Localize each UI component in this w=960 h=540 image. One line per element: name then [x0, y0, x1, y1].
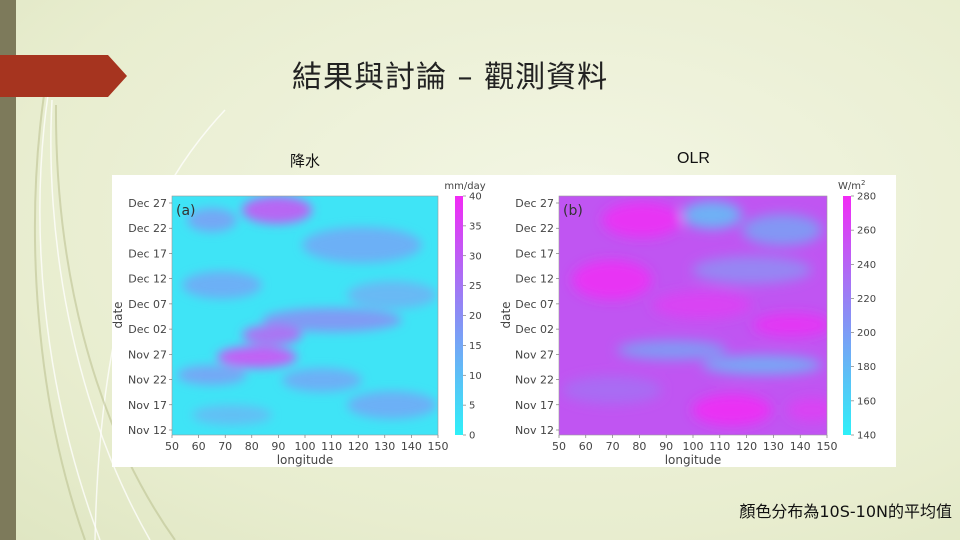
- x-tick-label: 70: [218, 440, 232, 453]
- x-tick-label: 150: [428, 440, 449, 453]
- colorbar-tick-label: 180: [857, 362, 876, 373]
- y-tick-label: Nov 27: [128, 348, 167, 361]
- colorbar-tick-label: 0: [469, 431, 475, 442]
- y-tick-label: Dec 27: [128, 197, 167, 210]
- colorbar-tick-label: 160: [857, 396, 876, 407]
- x-tick-label: 140: [790, 440, 811, 453]
- y-tick-label: Nov 12: [128, 424, 167, 437]
- x-tick-label: 110: [709, 440, 730, 453]
- x-tick-label: 100: [295, 440, 316, 453]
- y-tick-label: Dec 17: [128, 247, 167, 260]
- y-tick-label: Dec 12: [515, 273, 554, 286]
- x-tick-label: 60: [192, 440, 206, 453]
- x-tick-label: 80: [245, 440, 259, 453]
- x-tick-label: 50: [165, 440, 179, 453]
- x-tick-label: 60: [579, 440, 593, 453]
- colorbar-a: [455, 196, 463, 435]
- x-tick-label: 50: [552, 440, 566, 453]
- colorbar-tick-label: 35: [469, 221, 482, 232]
- y-tick-label: Nov 17: [515, 399, 554, 412]
- y-tick-label: Dec 02: [128, 323, 167, 336]
- colorbar-unit-b-sup: 2: [861, 179, 865, 187]
- x-tick-label: 150: [817, 440, 838, 453]
- colorbar-tick-label: 15: [469, 341, 482, 352]
- xlabel-b: longitude: [665, 453, 722, 467]
- x-tick-label: 110: [321, 440, 342, 453]
- olr-label: OLR: [677, 150, 710, 168]
- x-tick-label: 70: [606, 440, 620, 453]
- colorbar-tick-label: 280: [857, 192, 876, 203]
- precip-label: 降水: [290, 150, 320, 171]
- x-tick-label: 130: [374, 440, 395, 453]
- y-tick-label: Nov 12: [515, 424, 554, 437]
- panel-label-a: (a): [176, 203, 196, 219]
- y-tick-label: Nov 22: [128, 374, 167, 387]
- y-tick-label: Dec 17: [515, 247, 554, 260]
- y-tick-label: Dec 07: [128, 298, 167, 311]
- colorbar-tick-label: 200: [857, 328, 876, 339]
- xlabel-a: longitude: [277, 453, 334, 467]
- y-tick-label: Dec 22: [515, 222, 554, 235]
- colorbar-tick-label: 260: [857, 226, 876, 237]
- colorbar-unit-b: W/m2: [838, 179, 865, 192]
- x-tick-label: 90: [659, 440, 673, 453]
- colorbar-b: [843, 196, 851, 435]
- colorbar-unit-b-base: W/m: [838, 181, 861, 192]
- colorbar-tick-label: 140: [857, 431, 876, 442]
- y-tick-label: Dec 12: [128, 273, 167, 286]
- colorbar-tick-label: 220: [857, 294, 876, 305]
- colorbar-tick-label: 25: [469, 281, 482, 292]
- y-tick-label: Dec 27: [515, 197, 554, 210]
- figure-panel: (a) (b) longitude longitude date date mm…: [112, 175, 896, 467]
- y-tick-label: Nov 17: [128, 399, 167, 412]
- colorbar-unit-a: mm/day: [444, 181, 485, 192]
- title-accent-tab: [0, 55, 127, 97]
- colorbar-tick-label: 5: [469, 401, 475, 412]
- ylabel-b: date: [499, 301, 513, 328]
- slide-title: 結果與討論 – 觀測資料: [292, 52, 608, 96]
- slide-caption: 顏色分布為10S-10N的平均值: [739, 498, 952, 522]
- y-tick-label: Dec 02: [515, 323, 554, 336]
- colorbar-tick-label: 30: [469, 251, 482, 262]
- y-tick-label: Dec 22: [128, 222, 167, 235]
- panel-label-b: (b): [563, 203, 583, 219]
- x-tick-label: 120: [348, 440, 369, 453]
- colorbar-tick-label: 10: [469, 371, 482, 382]
- y-tick-label: Nov 22: [515, 374, 554, 387]
- hovmoller-figure: (a) (b) longitude longitude date date mm…: [112, 175, 896, 467]
- x-tick-label: 130: [763, 440, 784, 453]
- map-a: [172, 196, 438, 435]
- x-tick-label: 100: [683, 440, 704, 453]
- map-b: [559, 196, 837, 435]
- x-tick-label: 120: [736, 440, 757, 453]
- colorbar-tick-label: 40: [469, 192, 482, 203]
- x-tick-label: 80: [632, 440, 646, 453]
- colorbar-tick-label: 240: [857, 260, 876, 271]
- x-tick-label: 90: [271, 440, 285, 453]
- y-tick-label: Nov 27: [515, 348, 554, 361]
- y-tick-label: Dec 07: [515, 298, 554, 311]
- colorbar-tick-label: 20: [469, 311, 482, 322]
- ylabel-a: date: [112, 301, 125, 328]
- x-tick-label: 140: [401, 440, 422, 453]
